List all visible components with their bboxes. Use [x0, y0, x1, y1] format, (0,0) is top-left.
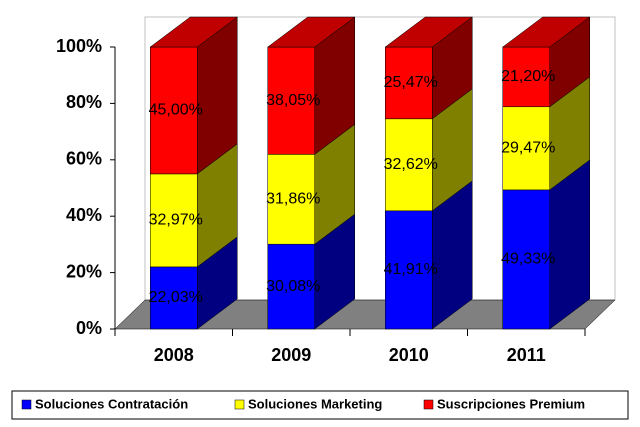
bar — [385, 118, 433, 212]
bar — [267, 243, 315, 330]
data-label: 49,33% — [501, 251, 555, 268]
data-label: 32,97% — [149, 212, 203, 229]
y-tick-label: 80% — [66, 92, 102, 112]
x-tick-label: 2008 — [154, 345, 194, 365]
legend-label: Suscripciones Premium — [437, 396, 585, 411]
bar — [150, 173, 198, 268]
data-label: 25,47% — [384, 74, 438, 91]
x-tick-label: 2011 — [507, 345, 546, 365]
y-tick-label: 100% — [56, 36, 102, 56]
data-label: 41,91% — [384, 261, 438, 278]
legend-swatch — [21, 399, 32, 410]
x-tick-label: 2010 — [389, 345, 429, 365]
bar — [267, 154, 315, 245]
bar — [502, 189, 550, 330]
x-tick-label: 2009 — [271, 345, 311, 365]
y-tick-label: 20% — [66, 261, 102, 281]
bar-top — [266, 16, 356, 48]
legend — [11, 390, 629, 420]
bar — [150, 266, 198, 330]
legend-label: Soluciones Contratación — [35, 396, 188, 411]
legend-swatch — [234, 399, 245, 410]
bar-top — [502, 16, 591, 48]
legend-swatch — [423, 399, 434, 410]
data-label: 21,20% — [501, 68, 555, 85]
bar — [267, 46, 315, 155]
y-tick-label: 40% — [66, 205, 102, 225]
bar-top — [384, 16, 473, 48]
data-label: 32,62% — [384, 156, 438, 173]
bar — [385, 46, 433, 120]
bar-top — [149, 16, 238, 48]
data-label: 31,86% — [266, 190, 320, 207]
bar — [502, 106, 550, 191]
bar — [502, 46, 550, 108]
data-label: 22,03% — [149, 289, 203, 306]
legend-label: Soluciones Marketing — [248, 396, 382, 411]
y-tick-label: 0% — [76, 318, 102, 338]
data-label: 38,05% — [266, 92, 320, 109]
data-label: 45,00% — [149, 102, 203, 119]
bar — [150, 46, 198, 175]
bar — [385, 210, 433, 330]
data-label: 29,47% — [501, 140, 555, 157]
y-tick-label: 60% — [66, 149, 102, 169]
data-label: 30,08% — [266, 278, 320, 295]
